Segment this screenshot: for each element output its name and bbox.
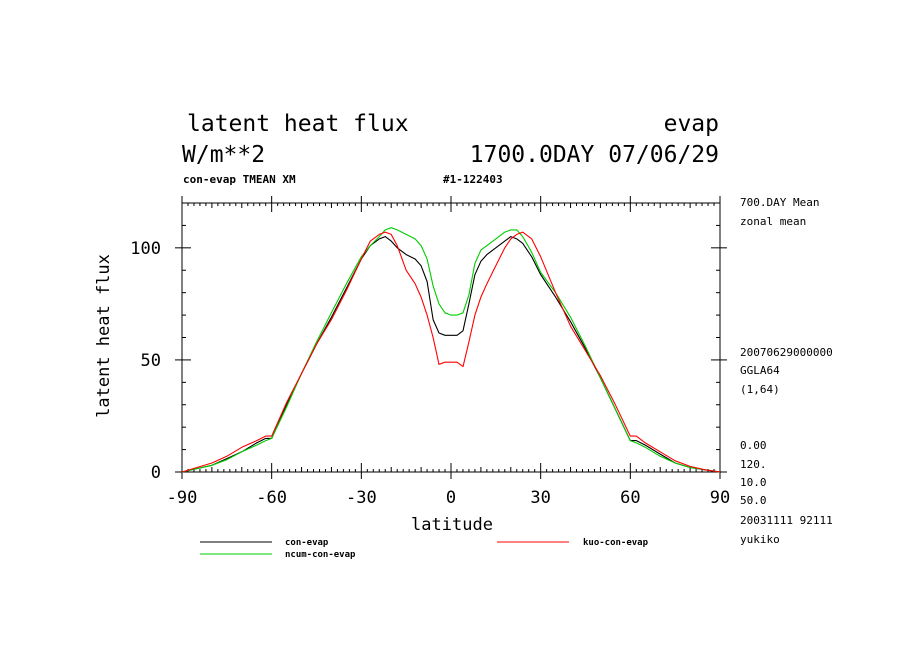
side-info-user: yukiko: [740, 533, 780, 546]
subtitle: con-evap TMEAN XM: [183, 173, 296, 186]
side-info-max: 120.: [740, 458, 767, 471]
run-id: #1-122403: [443, 173, 503, 186]
x-axis-label: latitude: [411, 515, 493, 535]
x-tick-label: -90: [167, 488, 198, 508]
x-tick-label: -60: [256, 488, 287, 508]
y-tick-label: 50: [141, 351, 161, 371]
y-axis-label: latent heat flux: [94, 254, 114, 418]
x-tick-label: 90: [710, 488, 730, 508]
side-info-stamp: 20031111 92111: [740, 514, 833, 527]
series-line-con-evap: [181, 236, 721, 473]
units-label: W/m**2: [182, 142, 265, 168]
chart-title: latent heat flux: [187, 111, 409, 137]
x-tick-label: 0: [446, 488, 456, 508]
x-tick-label: 60: [620, 488, 640, 508]
side-info-date: 20070629000000: [740, 346, 833, 359]
legend-label-con-evap: con-evap: [285, 538, 329, 548]
side-info-index: (1,64): [740, 383, 780, 396]
series-line-kuo-con-evap: [181, 231, 721, 473]
time-label: 1700.0DAY 07/06/29: [470, 142, 719, 168]
series-line-ncum-con-evap: [181, 227, 721, 473]
y-tick-label: 100: [130, 239, 161, 259]
legend-label-kuo-con-evap: kuo-con-evap: [583, 538, 649, 548]
side-info-ref: 50.0: [740, 494, 767, 507]
x-tick-label: 30: [530, 488, 550, 508]
legend-label-ncum-con-evap: ncum-con-evap: [285, 550, 356, 560]
variable-name: evap: [664, 111, 719, 137]
side-info-grid: GGLA64: [740, 364, 780, 377]
plot-frame: [181, 202, 721, 473]
side-info-min: 0.00: [740, 439, 767, 452]
side-info-mean: 700.DAY Mean: [740, 196, 819, 209]
y-tick-label: 0: [151, 463, 161, 483]
side-info-zonal: zonal mean: [740, 215, 806, 228]
x-tick-label: -30: [346, 488, 377, 508]
side-info-step: 10.0: [740, 476, 767, 489]
